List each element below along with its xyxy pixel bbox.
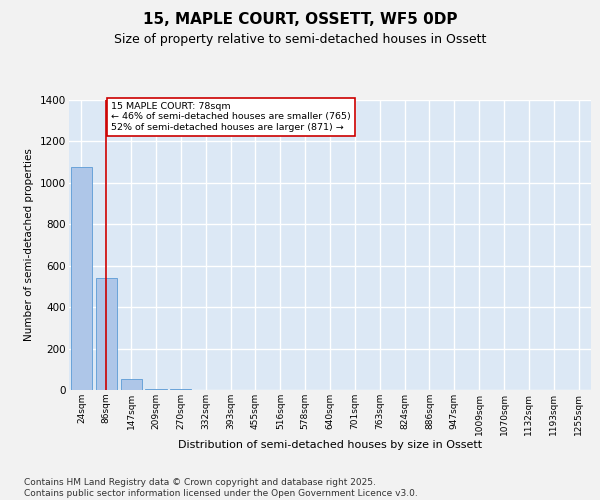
Bar — [96, 278, 117, 390]
Text: 15 MAPLE COURT: 78sqm
← 46% of semi-detached houses are smaller (765)
52% of sem: 15 MAPLE COURT: 78sqm ← 46% of semi-deta… — [111, 102, 351, 132]
Text: 15, MAPLE COURT, OSSETT, WF5 0DP: 15, MAPLE COURT, OSSETT, WF5 0DP — [143, 12, 457, 28]
Y-axis label: Number of semi-detached properties: Number of semi-detached properties — [25, 148, 34, 342]
X-axis label: Distribution of semi-detached houses by size in Ossett: Distribution of semi-detached houses by … — [178, 440, 482, 450]
Bar — [145, 389, 167, 390]
Bar — [71, 168, 92, 390]
Bar — [121, 378, 142, 390]
Text: Contains HM Land Registry data © Crown copyright and database right 2025.
Contai: Contains HM Land Registry data © Crown c… — [24, 478, 418, 498]
Text: Size of property relative to semi-detached houses in Ossett: Size of property relative to semi-detach… — [114, 32, 486, 46]
